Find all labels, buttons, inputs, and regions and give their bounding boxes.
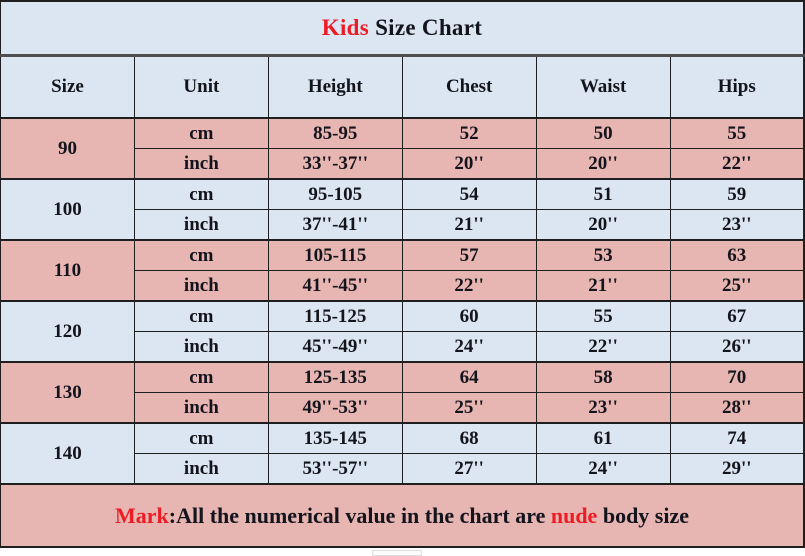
hips-cell: 70 (669, 361, 805, 393)
waist-cell: 21'' (535, 270, 671, 302)
row-140-inch: inch 53''-57'' 27'' 24'' 29'' (1, 453, 805, 485)
unit-cell: inch (133, 209, 269, 241)
hips-cell: 29'' (669, 453, 805, 485)
row-120-inch: inch 45''-49'' 24'' 22'' 26'' (1, 331, 805, 363)
mark-highlight: nude (550, 502, 598, 528)
col-header-size: Size (0, 55, 135, 119)
row-130-inch: inch 49''-53'' 25'' 23'' 28'' (1, 392, 805, 424)
height-cell: 95-105 (267, 178, 403, 210)
mark-note: Mark:All the numerical value in the char… (0, 483, 805, 548)
title-row: Kids Size Chart (0, 0, 805, 57)
col-header-hips: Hips (669, 55, 805, 119)
height-cell: 41''-45'' (267, 270, 403, 302)
waist-cell: 61 (535, 422, 671, 454)
mark-label: Mark (114, 502, 169, 528)
scrollbar-artifact (372, 550, 422, 556)
hips-cell: 59 (669, 178, 805, 210)
waist-cell: 22'' (535, 331, 671, 363)
unit-cell: cm (133, 117, 269, 149)
hips-cell: 74 (669, 422, 805, 454)
height-cell: 37''-41'' (267, 209, 403, 241)
hips-cell: 23'' (669, 209, 805, 241)
col-header-unit: Unit (133, 55, 269, 119)
unit-cell: inch (133, 270, 269, 302)
height-cell: 135-145 (267, 422, 403, 454)
unit-cell: inch (133, 392, 269, 424)
unit-cell: inch (133, 331, 269, 363)
size-cell: 100 (0, 178, 135, 241)
row-110-cm: 110 cm 105-115 57 53 63 (0, 239, 805, 302)
chest-cell: 25'' (401, 392, 537, 424)
chest-cell: 24'' (401, 331, 537, 363)
title-highlight: Kids (321, 15, 370, 40)
height-cell: 125-135 (267, 361, 403, 393)
size-cell: 120 (0, 300, 135, 363)
row-130-cm: 130 cm 125-135 64 58 70 (0, 361, 805, 424)
col-header-chest: Chest (401, 55, 537, 119)
row-100-cm: 100 cm 95-105 54 51 59 (0, 178, 805, 241)
size-cell: 110 (0, 239, 135, 302)
height-cell: 105-115 (267, 239, 403, 271)
row-140-cm: 140 cm 135-145 68 61 74 (0, 422, 805, 485)
mark-row: Mark:All the numerical value in the char… (0, 483, 805, 548)
unit-cell: cm (133, 239, 269, 271)
row-120-cm: 120 cm 115-125 60 55 67 (0, 300, 805, 363)
row-90-cm: 90 cm 85-95 52 50 55 (0, 117, 805, 180)
hips-cell: 28'' (669, 392, 805, 424)
hips-cell: 63 (669, 239, 805, 271)
height-cell: 53''-57'' (267, 453, 403, 485)
height-cell: 33''-37'' (267, 148, 403, 180)
row-90-inch: inch 33''-37'' 20'' 20'' 22'' (1, 148, 805, 180)
unit-cell: cm (133, 300, 269, 332)
col-header-height: Height (267, 55, 403, 119)
hips-cell: 67 (669, 300, 805, 332)
waist-cell: 50 (535, 117, 671, 149)
waist-cell: 53 (535, 239, 671, 271)
title-rest: Size Chart (369, 15, 483, 40)
chest-cell: 21'' (401, 209, 537, 241)
chart-title: Kids Size Chart (0, 0, 805, 57)
unit-cell: cm (133, 422, 269, 454)
height-cell: 85-95 (267, 117, 403, 149)
waist-cell: 24'' (535, 453, 671, 485)
hips-cell: 22'' (669, 148, 805, 180)
height-cell: 45''-49'' (267, 331, 403, 363)
size-cell: 90 (0, 117, 135, 180)
waist-cell: 51 (535, 178, 671, 210)
chest-cell: 52 (401, 117, 537, 149)
unit-cell: inch (133, 453, 269, 485)
waist-cell: 20'' (535, 148, 671, 180)
waist-cell: 58 (535, 361, 671, 393)
row-110-inch: inch 41''-45'' 22'' 21'' 25'' (1, 270, 805, 302)
chest-cell: 64 (401, 361, 537, 393)
unit-cell: inch (133, 148, 269, 180)
chest-cell: 27'' (401, 453, 537, 485)
chest-cell: 54 (401, 178, 537, 210)
waist-cell: 55 (535, 300, 671, 332)
waist-cell: 20'' (535, 209, 671, 241)
waist-cell: 23'' (535, 392, 671, 424)
chest-cell: 20'' (401, 148, 537, 180)
unit-cell: cm (133, 178, 269, 210)
chest-cell: 60 (401, 300, 537, 332)
hips-cell: 25'' (669, 270, 805, 302)
size-cell: 140 (0, 422, 135, 485)
chest-cell: 57 (401, 239, 537, 271)
height-cell: 115-125 (267, 300, 403, 332)
header-row: Size Unit Height Chest Waist Hips (0, 55, 805, 119)
mark-tail: body size (597, 502, 690, 528)
height-cell: 49''-53'' (267, 392, 403, 424)
chest-cell: 68 (401, 422, 537, 454)
hips-cell: 55 (669, 117, 805, 149)
chest-cell: 22'' (401, 270, 537, 302)
col-header-waist: Waist (535, 55, 671, 119)
size-cell: 130 (0, 361, 135, 424)
unit-cell: cm (133, 361, 269, 393)
row-100-inch: inch 37''-41'' 21'' 20'' 23'' (1, 209, 805, 241)
hips-cell: 26'' (669, 331, 805, 363)
mark-text: :All the numerical value in the chart ar… (168, 502, 551, 528)
